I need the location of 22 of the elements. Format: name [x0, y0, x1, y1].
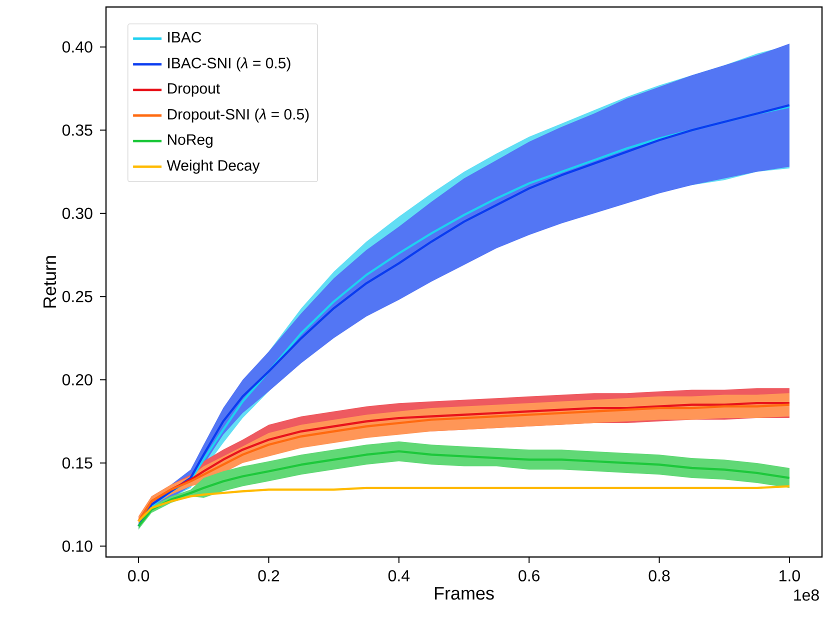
legend-label: Weight Decay — [166, 160, 260, 174]
y-tick-label: 0.25 — [62, 290, 92, 302]
legend-label: Dropout — [168, 83, 220, 97]
y-tick-label: 0.35 — [62, 124, 92, 136]
x-tick-label: 0.8 — [648, 570, 670, 582]
y-tick-label: 0.20 — [62, 374, 92, 386]
y-tick-label: 0.10 — [62, 540, 92, 552]
x-tick-label: 0.0 — [128, 570, 150, 582]
y-tick-label: 0.40 — [62, 41, 92, 53]
x-axis-title: Frames — [434, 587, 494, 600]
legend-label: NoReg — [168, 134, 212, 148]
x-tick-label: 0.4 — [388, 570, 410, 582]
y-axis-title: Return — [44, 256, 56, 308]
legend-label: IBAC — [168, 32, 202, 43]
y-tick-label: 0.15 — [62, 457, 92, 469]
text: 1e8 — [794, 589, 819, 601]
x-tick-label: 1.0 — [780, 570, 800, 582]
x-tick-label: 0.2 — [258, 570, 280, 582]
legend-label: IBAC-SNI (λ = 0.5) — [168, 57, 290, 72]
x-tick-label: 0.6 — [518, 570, 540, 582]
y-tick-label: 0.30 — [62, 208, 92, 220]
legend-label: Dropout-SNI (λ = 0.5) — [168, 108, 309, 123]
